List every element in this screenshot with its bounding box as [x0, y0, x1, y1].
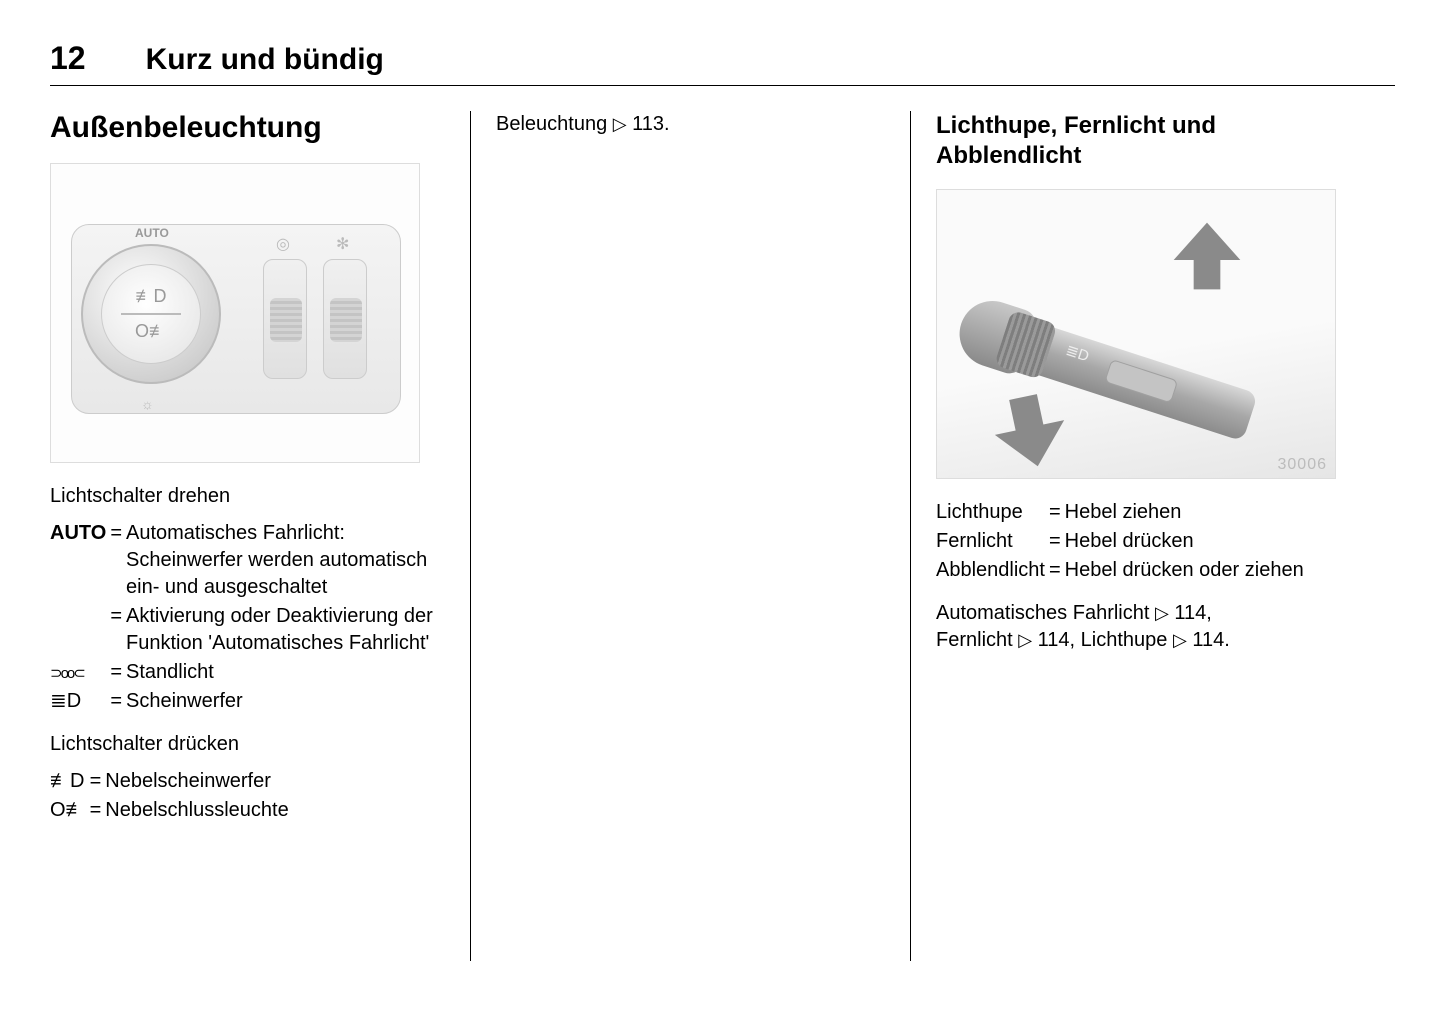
table-row: ≢D = Nebelscheinwerfer [50, 768, 293, 797]
equals-sign: = [110, 659, 126, 688]
chapter-title: Kurz und bündig [146, 43, 384, 77]
stalk-definitions: Lichthupe = Hebel ziehen Fernlicht = Heb… [936, 499, 1308, 586]
lighting-reference: Beleuchtung ▷ 113. [496, 111, 885, 138]
fig1-dial-divider [121, 313, 181, 315]
headlight-adjust-icon: ◎ [276, 234, 290, 254]
page-number: 12 [50, 40, 86, 77]
ref-text: Fernlicht [936, 629, 1018, 651]
def-desc: Automatisches Fahrlicht: Scheinwerfer we… [126, 520, 445, 603]
equals-sign: = [1049, 499, 1065, 528]
column-3: Lichthupe, Fernlicht und Abblendlicht ≣D… [910, 111, 1390, 961]
ref-text: 114. [1187, 629, 1230, 651]
def-desc: Scheinwerfer [126, 688, 445, 717]
ref-text: Beleuchtung [496, 113, 613, 135]
fig1-dial-inner: ≢D O≢ [101, 264, 201, 364]
rear-fog-icon: O≢ [50, 797, 90, 826]
equals-sign: = [1049, 528, 1065, 557]
def-desc: Aktivierung oder Deaktivierung der Funkt… [126, 603, 445, 659]
def-label: Fernlicht [936, 528, 1049, 557]
press-definitions: ≢D = Nebelscheinwerfer O≢ = Nebelschluss… [50, 768, 293, 826]
arrow-down-icon [987, 385, 1072, 470]
content-columns: Außenbeleuchtung AUTO ≢D O≢ ◎ ✻ ☼ Lichts… [50, 111, 1395, 961]
equals-sign: = [1049, 557, 1065, 586]
panel-dimmer-icon: ✻ [336, 234, 349, 254]
headlight-icon: ≣D [50, 688, 110, 717]
fig1-thumb-right [330, 298, 362, 342]
sidelight-icon: ⊃oo⊂ [50, 659, 110, 688]
equals-sign: = [110, 520, 126, 603]
fig1-arc-label-auto: AUTO [135, 226, 169, 240]
def-desc: Nebelscheinwerfer [105, 768, 292, 797]
col3-references: Automatisches Fahrlicht ▷ 114, Fernlicht… [936, 600, 1365, 654]
def-desc: Hebel ziehen [1065, 499, 1308, 528]
column-2: Beleuchtung ▷ 113. [470, 111, 910, 961]
brightness-icon: ☼ [141, 396, 154, 412]
col1-heading: Außenbeleuchtung [50, 111, 445, 145]
table-row: = Aktivierung oder Deaktivierung der Fun… [50, 603, 445, 659]
def-label: Abblendlicht [936, 557, 1049, 586]
equals-sign: = [110, 688, 126, 717]
table-row: ≣D = Scheinwerfer [50, 688, 445, 717]
column-1: Außenbeleuchtung AUTO ≢D O≢ ◎ ✻ ☼ Lichts… [50, 111, 470, 961]
def-label-auto: AUTO [50, 520, 110, 603]
fig1-slider-left: ◎ [263, 259, 307, 379]
front-fog-icon: ≢D [50, 768, 90, 797]
table-row: AUTO = Automatisches Fahrlicht: Scheinwe… [50, 520, 445, 603]
equals-sign: = [90, 768, 106, 797]
rotate-definitions: AUTO = Automatisches Fahrlicht: Scheinwe… [50, 520, 445, 717]
table-row: O≢ = Nebelschlussleuchte [50, 797, 293, 826]
table-row: ⊃oo⊂ = Standlicht [50, 659, 445, 688]
figure-id-label: 30006 [1278, 456, 1328, 474]
reference-arrow-icon: ▷ [1018, 630, 1032, 650]
reference-arrow-icon: ▷ [613, 114, 627, 134]
fig1-thumb-left [270, 298, 302, 342]
reference-arrow-icon: ▷ [1155, 603, 1169, 623]
ref-text: 114, Lichthupe [1032, 629, 1173, 651]
figure-light-switch: AUTO ≢D O≢ ◎ ✻ ☼ [50, 163, 420, 463]
reference-arrow-icon: ▷ [1173, 630, 1187, 650]
fig1-slider-right: ✻ [323, 259, 367, 379]
rotate-caption: Lichtschalter drehen [50, 483, 445, 510]
col3-heading: Lichthupe, Fernlicht und Abblendlicht [936, 111, 1365, 171]
ref-text: 114, [1169, 602, 1212, 624]
ref-page: 113. [632, 113, 669, 135]
table-row: Lichthupe = Hebel ziehen [936, 499, 1308, 528]
rear-fog-icon: O≢ [135, 321, 167, 342]
def-desc: Hebel drücken [1065, 528, 1308, 557]
table-row: Fernlicht = Hebel drücken [936, 528, 1308, 557]
ref-text: Automatisches Fahrlicht [936, 602, 1155, 624]
figure-stalk-lever: ≣D 30006 [936, 189, 1336, 479]
press-caption: Lichtschalter drücken [50, 731, 445, 758]
page-header: 12 Kurz und bündig [50, 40, 1395, 86]
equals-sign: = [90, 797, 106, 826]
front-fog-icon: ≢D [136, 286, 167, 307]
def-label: Lichthupe [936, 499, 1049, 528]
arrow-up-icon [1167, 220, 1247, 300]
equals-sign: = [110, 603, 126, 659]
def-desc: Hebel drücken oder ziehen [1065, 557, 1308, 586]
table-row: Abblendlicht = Hebel drücken oder ziehen [936, 557, 1308, 586]
def-desc: Nebelschlussleuchte [105, 797, 292, 826]
def-desc: Standlicht [126, 659, 445, 688]
